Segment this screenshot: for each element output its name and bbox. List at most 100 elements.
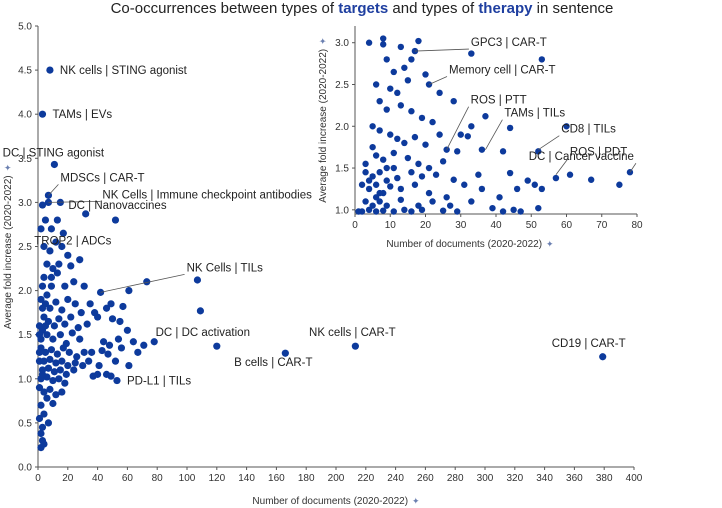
main-y-tick-label: 4.0 — [18, 110, 32, 121]
main-data-point — [73, 353, 81, 361]
pin-icon: ✦ — [546, 239, 554, 249]
inset-leader-line — [485, 119, 503, 150]
main-data-point — [88, 348, 96, 356]
main-data-point — [80, 282, 88, 290]
main-x-tick-label: 40 — [92, 473, 104, 484]
inset-data-point — [489, 204, 496, 212]
inset-data-point — [401, 64, 408, 71]
main-data-point — [38, 201, 47, 209]
inset-data-point — [383, 106, 390, 113]
main-data-point — [59, 229, 67, 237]
inset-data-point — [358, 208, 366, 215]
inset-data-point — [408, 169, 415, 176]
inset-data-point — [387, 183, 394, 190]
main-annotation-label: PD-L1 | TILs — [127, 376, 191, 388]
inset-data-point — [376, 127, 383, 134]
main-x-tick-label: 20 — [62, 473, 74, 484]
inset-annotation-label: TAMs | TILs — [504, 108, 565, 120]
inset-leader-line — [629, 163, 637, 173]
main-y-tick-label: 3.0 — [18, 198, 32, 209]
main-x-tick-label: 260 — [417, 473, 434, 484]
title-therapy: therapy — [478, 0, 533, 17]
inset-data-point — [390, 164, 397, 172]
main-data-point — [117, 344, 126, 352]
main-data-point — [59, 344, 67, 352]
main-data-point — [58, 242, 66, 251]
main-data-point — [38, 282, 47, 290]
inset-data-point — [390, 149, 397, 157]
main-data-point — [281, 349, 289, 357]
main-annotation-label: NK Cells | Immune checkpoint antibodies — [102, 189, 312, 201]
inset-data-point — [538, 185, 546, 193]
main-data-point — [123, 326, 131, 334]
main-data-point — [61, 282, 69, 290]
title-mid: and types of — [388, 0, 478, 17]
inset-data-point — [436, 89, 443, 97]
main-data-point — [61, 320, 69, 328]
main-annotation-label: CD19 | CAR-T — [552, 338, 626, 350]
main-y-tick-label: 1.0 — [18, 374, 32, 385]
main-y-tick-label: 0.5 — [18, 418, 32, 429]
inset-x-tick-label: 80 — [631, 220, 643, 231]
inset-data-point — [358, 181, 366, 188]
main-data-point — [150, 338, 158, 346]
main-data-point — [125, 361, 133, 370]
main-data-point — [71, 300, 79, 308]
main-data-point — [114, 335, 123, 343]
main-data-point — [55, 260, 63, 268]
main-data-point — [86, 300, 94, 308]
inset-y-tick-label: 2.5 — [335, 80, 349, 91]
inset-data-point — [422, 71, 429, 78]
main-data-point — [143, 278, 151, 286]
inset-data-point — [418, 173, 426, 180]
inset-data-point — [394, 174, 401, 182]
main-data-point — [35, 357, 44, 365]
inset-data-point — [362, 198, 369, 205]
inset-data-point — [457, 131, 464, 138]
inset-data-point — [372, 208, 380, 215]
inset-data-point — [397, 43, 405, 51]
main-data-point — [94, 370, 102, 378]
title-post: in sentence — [533, 0, 614, 17]
main-data-point — [47, 346, 56, 354]
main-scatter-plot: 0 20 40 60 80 100 120 140 160 180 200 220 240 260 280 3… — [3, 22, 643, 508]
inset-annotation-label: ROS | PTT — [471, 95, 527, 107]
main-data-point — [49, 376, 57, 385]
main-y-tick-label: 3.5 — [18, 154, 32, 165]
inset-data-point — [397, 196, 405, 203]
main-data-point — [140, 341, 148, 349]
main-x-tick-label: 380 — [596, 473, 613, 484]
main-data-point — [56, 331, 64, 339]
main-data-point — [52, 359, 60, 367]
main-data-point — [64, 295, 72, 304]
inset-data-point — [372, 181, 380, 188]
inset-data-point — [376, 198, 383, 205]
pin-icon: ✦ — [412, 496, 420, 506]
main-data-point — [35, 384, 44, 392]
main-data-point — [70, 366, 78, 374]
main-data-point — [52, 238, 60, 246]
main-x-tick-label: 60 — [122, 473, 134, 484]
main-data-point — [82, 210, 90, 218]
inset-data-point — [383, 56, 390, 63]
inset-data-point — [454, 208, 461, 215]
inset-data-point — [439, 207, 447, 214]
inset-y-tick-label: 1.0 — [335, 205, 349, 216]
main-data-point — [37, 225, 45, 233]
main-y-tick-label: 4.5 — [18, 66, 32, 77]
inset-data-point — [535, 148, 542, 155]
main-data-point — [53, 269, 61, 277]
main-data-point — [71, 359, 79, 367]
inset-data-point — [365, 39, 373, 46]
inset-data-point — [408, 108, 415, 115]
inset-data-point — [475, 171, 482, 178]
inset-data-point — [390, 68, 397, 76]
pin-icon: ✦ — [3, 163, 13, 171]
main-x-tick-label: 320 — [506, 473, 523, 484]
main-data-point — [58, 306, 66, 314]
inset-data-point — [499, 148, 507, 155]
main-data-point — [40, 242, 48, 251]
main-data-point — [40, 388, 48, 396]
inset-annotation-label: Memory cell | CAR-T — [449, 64, 556, 76]
pin-icon: ✦ — [318, 37, 328, 45]
